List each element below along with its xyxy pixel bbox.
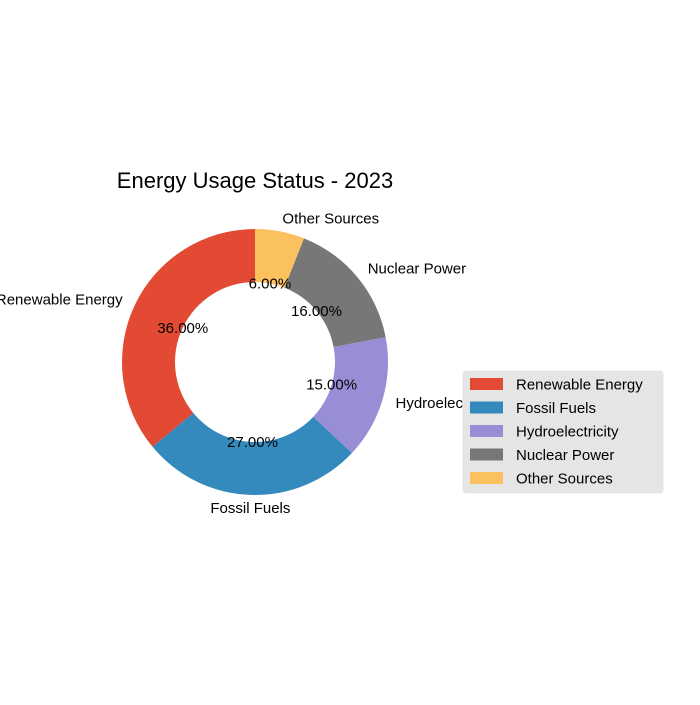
slice-other-sources <box>255 229 304 288</box>
chart-title: Energy Usage Status - 2023 <box>117 168 393 193</box>
slice-renewable-energy <box>121 229 256 447</box>
slice-label-other-sources: Other Sources <box>282 210 379 227</box>
slice-fossil-fuels <box>152 412 352 496</box>
legend-swatch-nuclear-power <box>470 448 503 461</box>
slice-label-renewable-energy: Renewable Energy <box>0 292 123 309</box>
pct-label-nuclear-power: 16.00% <box>291 303 342 320</box>
pct-label-fossil-fuels: 27.00% <box>227 434 278 451</box>
donut-slices <box>121 229 388 496</box>
slice-label-fossil-fuels: Fossil Fuels <box>210 500 290 517</box>
legend-label-nuclear-power: Nuclear Power <box>516 447 614 464</box>
slice-hydroelectricity <box>313 337 388 454</box>
pct-label-hydroelectricity: 15.00% <box>306 376 357 393</box>
legend: Renewable Energy Fossil Fuels Hydroelectri… <box>462 370 664 494</box>
legend-label-renewable-energy: Renewable Energy <box>516 377 643 394</box>
pct-label-renewable-energy: 36.00% <box>157 320 208 337</box>
legend-label-hydroelectricity: Hydroelectricity <box>516 424 619 441</box>
slice-label-nuclear-power: Nuclear Power <box>368 261 466 278</box>
legend-swatch-renewable-energy <box>470 378 503 390</box>
legend-box <box>462 370 664 494</box>
legend-label-other-sources: Other Sources <box>516 471 613 488</box>
pct-label-other-sources: 6.00% <box>249 276 292 293</box>
slice-nuclear-power <box>284 238 386 348</box>
legend-swatch-hydroelectricity <box>470 425 503 437</box>
legend-swatch-fossil-fuels <box>470 401 503 414</box>
legend-swatch-other-sources <box>470 472 503 484</box>
legend-label-fossil-fuels: Fossil Fuels <box>516 400 596 417</box>
